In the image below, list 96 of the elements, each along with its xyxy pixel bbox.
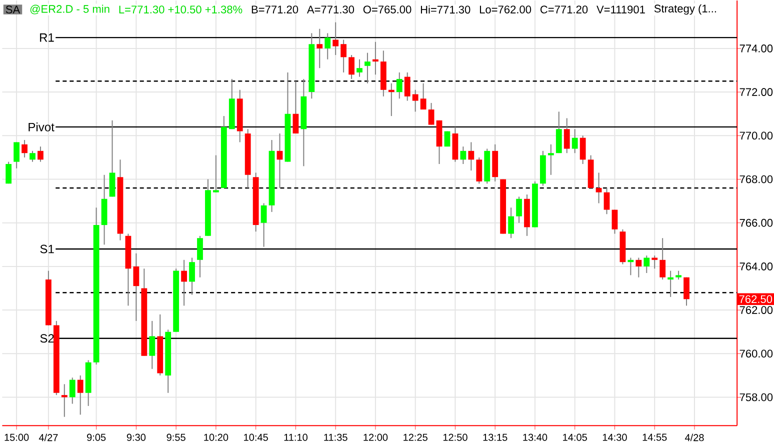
candlestick — [181, 259, 187, 306]
x-tick-label: 11:35 — [324, 434, 348, 441]
candlestick — [348, 54, 354, 80]
candlestick — [404, 72, 410, 102]
candlestick — [444, 130, 450, 147]
candlestick — [109, 120, 116, 198]
x-tick-label: 13:40 — [523, 434, 548, 441]
candlestick — [77, 374, 84, 416]
candlestick — [628, 257, 634, 276]
candlestick — [61, 384, 68, 418]
annotation: Lo=762.00 — [480, 6, 532, 14]
ref-line-label: S2 — [40, 334, 54, 343]
y-tick-label: 768.00 — [740, 175, 773, 184]
candlestick — [133, 252, 140, 322]
candlestick — [508, 207, 514, 239]
y-tick-label: 770.00 — [740, 132, 773, 140]
candlestick — [324, 32, 331, 60]
x-tick-label: 14:05 — [563, 434, 587, 441]
x-tick-label: 11:10 — [284, 434, 308, 441]
x-tick-label: 14:55 — [642, 434, 667, 441]
x-tick-label: 4/27 — [38, 434, 58, 442]
candlestick — [316, 28, 323, 68]
ref-line-label: R1 — [40, 33, 54, 42]
candlestick — [684, 276, 690, 306]
candlestick — [604, 187, 610, 215]
candlestick — [460, 146, 466, 164]
candlestick — [476, 156, 482, 184]
candlestick — [292, 80, 299, 134]
candlestick — [356, 58, 362, 78]
candlestick — [420, 82, 426, 110]
y-tick-label: 760.00 — [740, 350, 773, 358]
candlestick — [556, 111, 562, 154]
candlestick — [149, 320, 156, 370]
candlestick — [340, 39, 347, 73]
candlestick — [612, 209, 618, 234]
y-tick-label: 774.00 — [740, 44, 773, 52]
candlestick — [30, 150, 36, 162]
x-tick-label: 12:00 — [364, 434, 388, 441]
x-tick-label: 13:15 — [483, 434, 508, 441]
chart-title: @ER2.D - 5 min — [30, 4, 110, 14]
chart-subtitle: L=771.30 +10.50 +1.38% — [119, 6, 242, 14]
annotation: Hi=771.30 — [420, 5, 470, 14]
x-tick-label: 15:00 — [4, 434, 29, 441]
candlestick — [38, 146, 44, 162]
candlestick — [652, 254, 658, 270]
x-tick-label: 12:25 — [404, 434, 428, 441]
annotation: O=765.00 — [363, 6, 412, 14]
candlestick — [6, 161, 12, 184]
y-tick-label: 762.00 — [740, 306, 773, 314]
candlestick — [428, 102, 434, 126]
candlestick — [388, 82, 394, 116]
candlestick — [332, 22, 339, 56]
candlestick — [660, 238, 666, 280]
candlestick — [69, 377, 76, 404]
x-tick-label: 9:05 — [87, 434, 106, 441]
candlestick — [276, 132, 283, 188]
ref-line-label: Pivot — [28, 122, 54, 132]
y-tick-label: 766.00 — [740, 218, 773, 227]
candlestick — [572, 128, 578, 154]
x-tick-label: 14:30 — [602, 434, 627, 441]
x-tick-label: 10:45 — [244, 434, 268, 441]
x-tick-label: 9:30 — [126, 434, 146, 441]
candlestick — [22, 139, 28, 158]
candlestick — [516, 196, 522, 224]
annotation: SA — [6, 6, 20, 14]
ref-line-label: S1 — [40, 244, 54, 254]
candlestick — [596, 172, 602, 204]
x-tick-label: 9:55 — [166, 434, 186, 441]
candlestick — [212, 154, 219, 193]
candlestick — [260, 202, 267, 248]
candlestick — [364, 52, 370, 84]
annotation: B=771.20 — [252, 6, 298, 14]
candlestick — [564, 118, 570, 154]
y-tick-label: 758.00 — [740, 393, 773, 402]
candlestick — [372, 41, 378, 76]
x-tick-label: 10:20 — [204, 434, 228, 441]
candlestick — [580, 135, 586, 164]
annotation: A=771.30 — [306, 6, 354, 14]
candlestick — [548, 144, 554, 176]
annotation: C=771.20 — [540, 6, 588, 14]
y-tick-label: 764.00 — [740, 262, 773, 270]
annotation: Strategy (1... — [654, 4, 716, 15]
y-tick-label: 772.00 — [740, 88, 773, 96]
text: 762.50 — [739, 295, 772, 303]
candlestick — [396, 72, 402, 100]
annotation: V=111901 — [596, 6, 645, 14]
x-tick-label: 4/28 — [684, 434, 704, 442]
candlestick — [468, 142, 474, 171]
candlestick — [644, 254, 650, 274]
candlestick — [412, 89, 418, 112]
candlestick — [668, 270, 674, 298]
candlestick — [197, 235, 203, 278]
candlestick — [636, 257, 642, 278]
candlestick — [189, 257, 195, 296]
candlestick — [14, 142, 20, 169]
x-tick-label: 12:50 — [443, 434, 468, 441]
